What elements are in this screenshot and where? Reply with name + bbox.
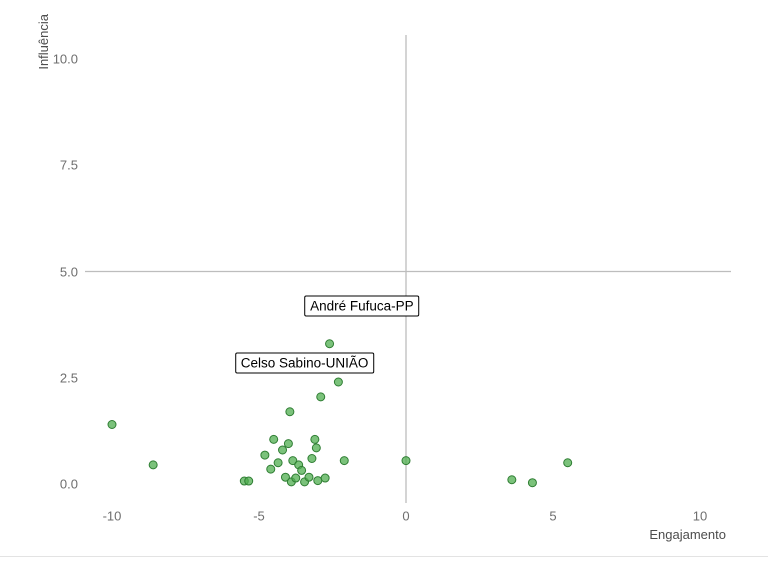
data-point (280, 472, 290, 482)
x-axis-title: Engajamento (649, 527, 726, 542)
data-point (266, 464, 276, 474)
point-annotation: Celso Sabino-UNIÃO (234, 352, 375, 374)
data-point (307, 454, 317, 463)
data-point (297, 465, 307, 475)
data-point (291, 473, 301, 483)
data-point (304, 472, 314, 482)
y-axis-title: Influência (36, 14, 51, 70)
data-point (148, 460, 158, 470)
x-tick-label: 0 (402, 508, 410, 524)
y-tick-label: 0.0 (59, 476, 78, 492)
y-tick-label: 2.5 (59, 370, 78, 386)
data-point (339, 456, 349, 466)
data-point (273, 458, 283, 468)
data-point (316, 392, 326, 402)
data-point (278, 445, 288, 455)
y-tick-label: 7.5 (59, 157, 78, 173)
x-tick-label: 5 (549, 508, 557, 524)
x-tick-label: 10 (692, 508, 708, 524)
data-point (401, 456, 411, 466)
bottom-divider (0, 556, 768, 557)
data-point (107, 420, 117, 429)
data-point (269, 434, 279, 444)
y-tick-label: 10.0 (52, 51, 78, 67)
data-point (333, 377, 343, 387)
data-point (283, 439, 293, 449)
data-point (527, 478, 537, 488)
data-point (313, 476, 323, 486)
data-point (260, 450, 270, 460)
data-point (320, 473, 330, 483)
data-point (310, 434, 320, 444)
x-tick-label: -10 (102, 508, 122, 524)
data-point (285, 407, 295, 417)
data-point (563, 458, 573, 468)
data-point (325, 339, 335, 349)
data-point (244, 476, 254, 486)
x-tick-label: -5 (253, 508, 265, 524)
y-tick-label: 5.0 (59, 264, 78, 279)
data-point (507, 475, 517, 485)
point-annotation: André Fufuca-PP (304, 295, 420, 316)
data-point (311, 443, 321, 453)
